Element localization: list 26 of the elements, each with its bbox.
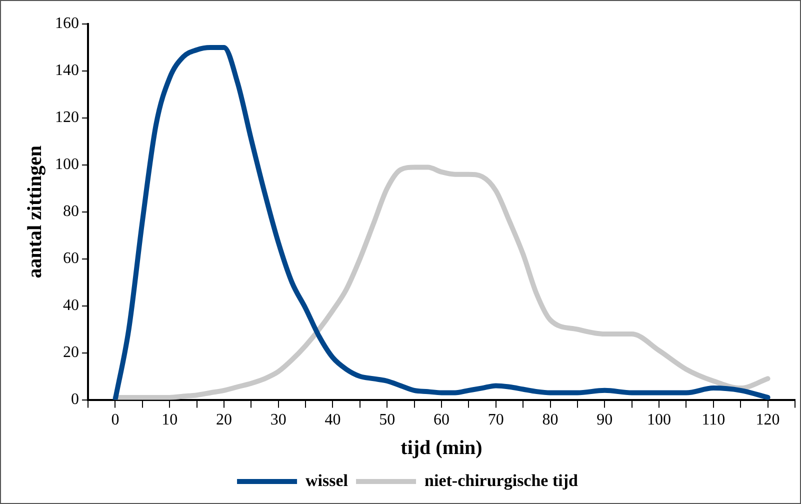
x-tick-label: 80 — [542, 412, 558, 429]
x-tick-label: 60 — [434, 412, 450, 429]
y-tick-label: 140 — [55, 62, 79, 80]
y-axis-title: aantal zittingen — [24, 146, 46, 278]
x-tick-label: 20 — [216, 412, 232, 429]
x-tick-label: 110 — [702, 412, 726, 429]
y-tick-label: 20 — [63, 344, 79, 362]
x-tick-label: 30 — [270, 412, 286, 429]
y-tick-label: 160 — [55, 15, 79, 32]
y-tick-label: 40 — [63, 297, 79, 314]
x-axis-title: tijd (min) — [400, 437, 482, 460]
y-tick-label: 60 — [63, 250, 79, 268]
legend-label: niet-chirurgische tijd — [424, 470, 579, 490]
y-tick-label: 100 — [55, 156, 79, 174]
x-tick-label: 70 — [488, 412, 504, 429]
x-tick-label: 40 — [324, 412, 341, 429]
x-tick-label: 10 — [162, 412, 178, 429]
y-tick-label: 120 — [55, 109, 79, 126]
x-tick-label: 120 — [756, 412, 780, 429]
y-tick-label: 80 — [63, 203, 79, 220]
y-tick-label: 0 — [71, 391, 79, 408]
x-tick-label: 0 — [111, 412, 120, 429]
legend-label: wissel — [306, 470, 348, 490]
x-tick-label: 90 — [596, 412, 613, 429]
x-tick-label: 100 — [647, 412, 672, 429]
x-tick-label: 50 — [379, 412, 396, 429]
